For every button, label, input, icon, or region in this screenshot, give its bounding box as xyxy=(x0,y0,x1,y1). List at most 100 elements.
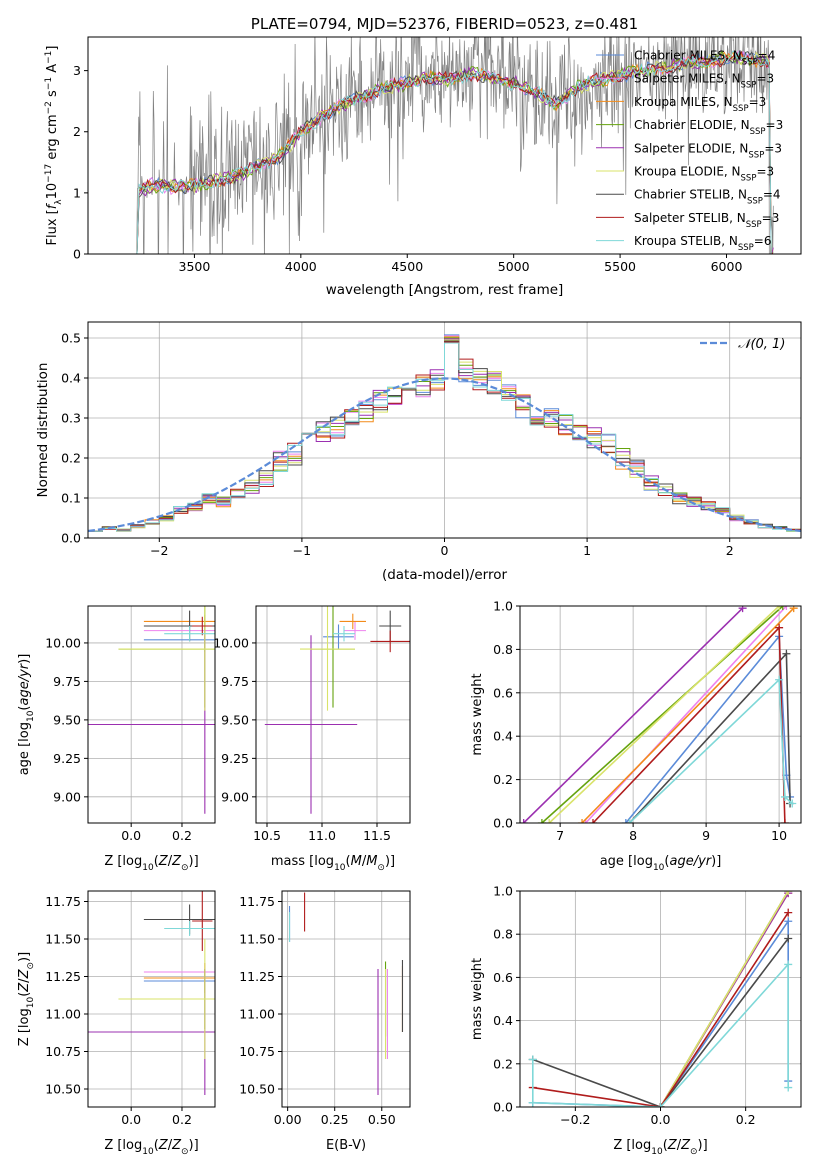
errorbar-point-1 xyxy=(344,621,366,640)
model-line-6 xyxy=(134,50,772,254)
y-tick-label: 9.75 xyxy=(53,674,81,689)
y-tick-label: 0.3 xyxy=(61,411,81,426)
weight-marker xyxy=(775,606,784,610)
errorbar-point-7 xyxy=(370,630,410,653)
x-tick-label: 4500 xyxy=(391,259,423,274)
weight-marker xyxy=(784,1083,793,1092)
weight-marker xyxy=(780,819,789,823)
y-tick-label: 0.2 xyxy=(493,772,513,787)
y-tick-label: 0.4 xyxy=(61,371,81,386)
y-tick-label: 0.8 xyxy=(493,642,513,657)
x-tick-label: 0.00 xyxy=(274,1112,302,1127)
weight-marker xyxy=(775,623,784,632)
x-tick-label: 0.25 xyxy=(321,1112,349,1127)
x-tick-label: 2 xyxy=(726,543,734,558)
weight-marker xyxy=(578,819,587,823)
y-axis-label: Z [log10(Z/Z⊙)] xyxy=(17,952,36,1046)
mass-weight-vs-z-plot-area xyxy=(520,891,801,1107)
weight-series-7 xyxy=(588,623,789,823)
mass-weight-vs-z-chart: −0.2 0.0 0.2 0.0 0.2 0.4 0.6 0.8 1.0 mass weight Z… xyxy=(470,884,802,1157)
legend-entry: Salpeter ELODIE, NSSP=3 xyxy=(634,141,782,160)
y-axis-label: age [log10(age/yr)] xyxy=(17,654,36,776)
normal-distribution-curve xyxy=(88,377,801,533)
x-tick-label: 9 xyxy=(702,828,710,843)
mass-vs-ebv-plot-area xyxy=(282,891,410,1107)
axes-frame xyxy=(87,36,802,255)
axes-frame xyxy=(255,605,411,824)
y-tick-label: 0 xyxy=(73,247,81,262)
weight-marker xyxy=(780,792,789,801)
y-tick-label: 1.0 xyxy=(493,884,513,899)
y-tick-label: 0.5 xyxy=(61,331,81,346)
weight-series-8 xyxy=(625,675,797,823)
weight-marker xyxy=(621,819,630,823)
spectrum-legend: Chabrier MILES, NSSP=4 Salpeter MILES, NS… xyxy=(596,49,783,253)
y-axis-label: Flux [fλ10−17 erg cm−2 s−1 A−1] xyxy=(44,46,64,246)
x-tick-label: −0.2 xyxy=(560,1112,590,1127)
x-axis-label: age [log10(age/yr)] xyxy=(600,854,722,873)
y-tick-label: 1.0 xyxy=(493,599,513,614)
x-tick-label: 10.5 xyxy=(253,828,281,843)
x-tick-label: 5500 xyxy=(604,259,636,274)
y-tick-label: 11.50 xyxy=(45,932,81,947)
x-tick-label: 10 xyxy=(771,828,787,843)
y-tick-label: 11.00 xyxy=(239,1007,275,1022)
legend-entry: Chabrier STELIB, NSSP=4 xyxy=(634,188,781,207)
weight-series-2 xyxy=(578,606,798,823)
legend-entry: Chabrier MILES, NSSP=4 xyxy=(634,49,775,68)
x-tick-label: 8 xyxy=(629,828,637,843)
y-tick-label: 9.75 xyxy=(221,674,249,689)
x-tick-label: −2 xyxy=(150,543,168,558)
y-tick-label: 0.4 xyxy=(493,1013,513,1028)
errorbar-point-7 xyxy=(192,616,213,636)
weight-series-4 xyxy=(520,606,747,823)
y-tick-label: 0.2 xyxy=(61,451,81,466)
x-tick-label: 0.0 xyxy=(121,1112,141,1127)
weight-marker xyxy=(782,649,791,658)
y-tick-label: 0.8 xyxy=(493,927,513,942)
y-tick-label: 11.50 xyxy=(239,932,275,947)
weight-series-8 xyxy=(528,960,793,1107)
errorbar-point-7 xyxy=(192,891,213,951)
x-axis-label: Z [log10(Z/Z⊙)] xyxy=(104,854,198,873)
y-tick-label: 0.2 xyxy=(493,1056,513,1071)
mass-weight-vs-age-plot-area xyxy=(520,606,801,823)
y-tick-label: 11.75 xyxy=(239,894,275,909)
y-tick-label: 9.50 xyxy=(221,712,249,727)
y-tick-label: 11.00 xyxy=(45,1007,81,1022)
legend-entry: Kroupa MILES, NSSP=3 xyxy=(634,95,766,114)
weight-marker xyxy=(738,606,747,613)
y-tick-label: 0.0 xyxy=(61,531,81,546)
x-tick-label: 0 xyxy=(441,543,449,558)
age-vs-mass-plot-area xyxy=(256,606,410,823)
x-tick-label: 0.50 xyxy=(368,1112,396,1127)
axes-frame xyxy=(87,890,216,1108)
weight-marker xyxy=(537,819,546,823)
x-tick-label: 11.0 xyxy=(308,828,336,843)
weight-marker xyxy=(775,675,784,684)
x-tick-label: 6000 xyxy=(711,259,743,274)
y-axis-label: mass weight xyxy=(470,673,485,755)
weight-marker xyxy=(784,934,793,943)
weight-marker xyxy=(782,606,791,610)
y-axis-label: Normed distribution xyxy=(35,363,51,498)
y-tick-label: 3 xyxy=(73,63,81,78)
y-tick-label: 11.25 xyxy=(239,969,275,984)
x-tick-label: 0.0 xyxy=(121,828,141,843)
errorbar-point-5 xyxy=(118,939,215,1059)
mass-vs-z-chart: 0.0 0.2 10.50 10.75 11.00 11.25 11.50 11.75 Z [l… xyxy=(17,890,216,1157)
errorbar-point-4 xyxy=(264,635,358,814)
y-tick-label: 10.50 xyxy=(239,1082,275,1097)
x-axis-label: E(B-V) xyxy=(326,1138,366,1153)
mass-vs-z-plot-area xyxy=(88,891,215,1107)
x-tick-label: 0.0 xyxy=(651,1112,671,1127)
weight-marker xyxy=(528,1055,537,1064)
y-tick-label: 0.0 xyxy=(493,1100,513,1115)
legend-entry: Salpeter STELIB, NSSP=3 xyxy=(634,211,779,230)
weight-series-5 xyxy=(545,606,784,823)
weight-marker xyxy=(588,819,597,823)
spectrum-chart: PLATE=0794, MJD=52376, FIBERID=0523, z=0… xyxy=(44,15,802,298)
x-axis-label: (data-model)/error xyxy=(382,567,508,583)
x-tick-label: 0.2 xyxy=(172,1112,192,1127)
weight-marker xyxy=(789,606,798,613)
